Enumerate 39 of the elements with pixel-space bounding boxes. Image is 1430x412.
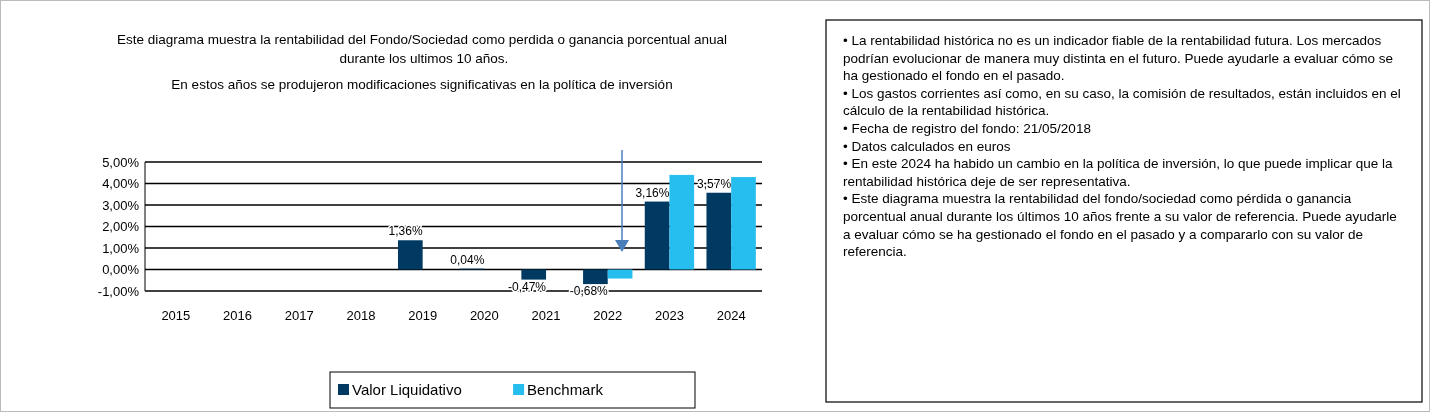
chart-subtitle: En estos años se produjeron modificaciones significativas en la política de inversión: [171, 77, 673, 92]
x-tick-label: 2015: [161, 308, 191, 323]
text: • Datos calculados en euros: [843, 137, 1012, 156]
bar: [397, 240, 423, 270]
text: • Los gastos corrientes así como, en su caso, la comisión de resultados, están incluidos en el cálculo de la rentabilidad histórica.: [843, 84, 1402, 120]
data-label: -0,47%: [508, 279, 547, 294]
x-tick-label: 2016: [223, 308, 253, 323]
bar: [731, 177, 756, 270]
y-tick-label: 5,00%: [102, 154, 140, 170]
bar: [706, 192, 732, 270]
bar: [583, 269, 608, 285]
text: • La rentabilidad histórica no es un indicador fiable de la rentabilidad futura. Los mercados podrían evolucionar de manera muy distinta en el futuro. Puede ayudarle a evaluar cómo se ha gestionado el fondo en el pasado.: [843, 32, 1395, 85]
data-label: 1,36%: [388, 224, 423, 239]
y-tick-label: 4,00%: [102, 176, 140, 192]
bar: [644, 201, 670, 270]
y-tick-label: 3,00%: [102, 197, 140, 213]
x-tick-label: 2018: [346, 308, 376, 323]
x-tick-label: 2023: [654, 308, 684, 323]
legend-label: Benchmark: [527, 381, 604, 399]
text: • Este diagrama muestra la rentabilidad del fondo/sociedad como pérdida o ganancia porcentual anual durante los últimos 10 años frente a su valor de referencia. Puede ayudarle a evaluar cómo se ha gestionado el fondo en el pasado y a compararlo con su valor de referencia.: [843, 190, 1398, 261]
text: • En este 2024 ha habido un cambio en la política de inversión, lo que puede implicar que la rentabilidad histórica deje de ser representativa.: [843, 155, 1394, 191]
bar: [607, 269, 633, 279]
x-tick-label: 2022: [593, 308, 623, 323]
x-tick-label: 2024: [716, 308, 746, 323]
y-tick-label: 1,00%: [102, 240, 140, 256]
x-tick-label: 2020: [469, 308, 499, 323]
bar: [669, 174, 695, 270]
legend-label: Valor Liquidativo: [352, 381, 462, 399]
x-tick-label: 2021: [531, 308, 561, 323]
x-tick-label: 2019: [408, 308, 438, 323]
y-tick-label: 2,00%: [102, 219, 140, 235]
bar: [521, 269, 547, 280]
x-tick-label: 2017: [284, 308, 314, 323]
chart-title: Este diagrama muestra la rentabilidad del Fondo/Sociedad como perdida o ganancia porcentual anual durante los ultimos 10 años.: [116, 32, 728, 66]
data-label: 3,16%: [635, 185, 670, 200]
text: • Fecha de registro del fondo: 21/05/2018: [843, 119, 1092, 138]
y-tick-label: 0,00%: [102, 262, 140, 278]
data-label: 0,04%: [450, 252, 485, 267]
y-tick-label: -1,00%: [97, 283, 140, 299]
